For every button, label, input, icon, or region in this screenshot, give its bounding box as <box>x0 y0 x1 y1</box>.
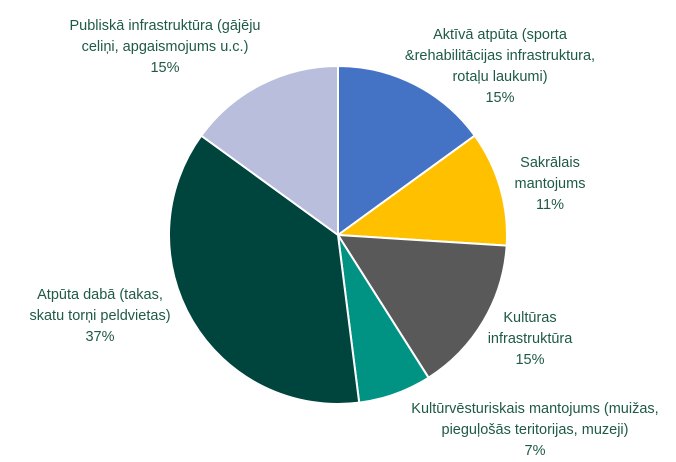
slice-label: Aktīvā atpūta (sporta &rehabilitācijas i… <box>405 25 595 109</box>
pie-slice <box>335 134 509 247</box>
slice-label: Sakrālais mantojums 11% <box>515 153 586 216</box>
category-label: Kultūrvēsturiskais mantojums (muižas, pi… <box>411 401 659 438</box>
category-label: Kultūras infrastruktūra <box>487 310 573 347</box>
category-label: Sakrālais mantojums <box>514 155 586 192</box>
value-label: 11% <box>536 197 564 213</box>
value-label: 15% <box>150 60 180 76</box>
pie-slice <box>199 64 339 237</box>
category-label: Aktīvā atpūta (sporta &rehabilitācijas i… <box>404 27 596 85</box>
pie-slice <box>168 134 361 405</box>
value-label: 7% <box>524 443 546 459</box>
slice-label: Kultūras infrastruktūra 15% <box>488 308 573 371</box>
value-label: 15% <box>515 352 545 368</box>
value-label: 37% <box>85 329 115 345</box>
slice-label: Atpūta dabā (takas, skatu torņi peldviet… <box>29 285 170 348</box>
category-label: Publiskā infrastruktūra (gājēju celiņi, … <box>69 18 261 55</box>
slice-label: Kultūrvēsturiskais mantojums (muižas, pi… <box>411 399 658 462</box>
pie-slice <box>337 64 477 237</box>
pie-slice <box>336 233 508 380</box>
value-label: 15% <box>485 90 515 106</box>
category-label: Atpūta dabā (takas, skatu torņi peldviet… <box>29 287 171 324</box>
slice-label: Publiskā infrastruktūra (gājēju celiņi, … <box>69 16 260 79</box>
